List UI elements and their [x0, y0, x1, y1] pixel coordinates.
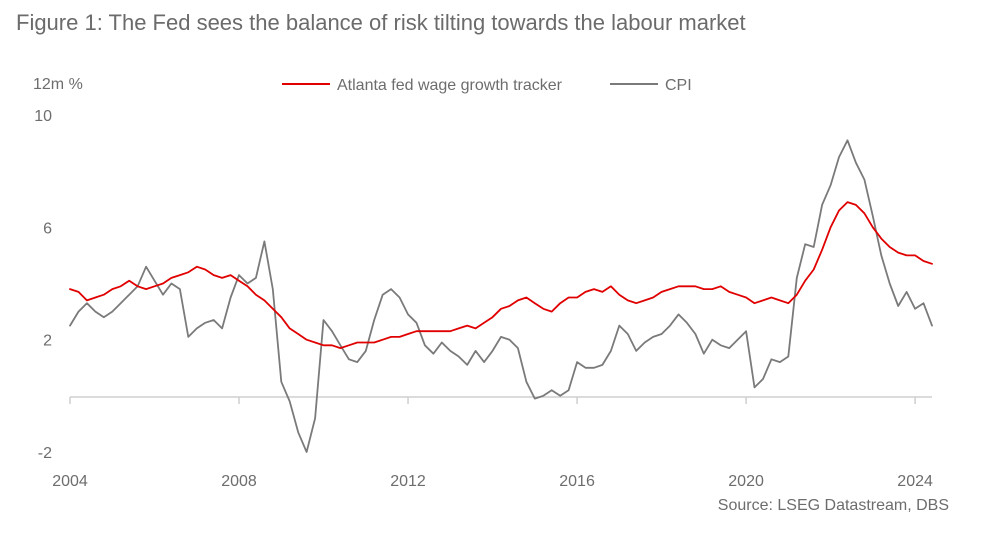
x-tick-label: 2008	[221, 473, 257, 490]
x-tick-label: 2024	[897, 473, 933, 490]
y-tick-label: 2	[43, 333, 52, 350]
y-axis-ticks: -2 2 6 10	[34, 108, 52, 462]
series-layer	[69, 139, 933, 453]
x-axis: 2004 2008 2012 2016 2020 2024	[52, 396, 933, 490]
y-tick-label: 10	[34, 108, 52, 125]
y-tick-label: -2	[38, 445, 52, 462]
chart-title: Figure 1: The Fed sees the balance of ri…	[16, 10, 746, 35]
x-tick-label: 2020	[728, 473, 764, 490]
series-line-wage	[69, 201, 933, 349]
series-line-cpi	[69, 139, 933, 453]
x-tick-label: 2012	[390, 473, 426, 490]
x-tick-label: 2016	[559, 473, 595, 490]
legend: Atlanta fed wage growth tracker CPI	[282, 77, 692, 94]
y-tick-label: 6	[43, 220, 52, 237]
y-axis-unit-label: 12m %	[33, 76, 83, 93]
x-tick-label: 2004	[52, 473, 88, 490]
legend-cpi-label: CPI	[665, 77, 692, 94]
source-note: Source: LSEG Datastream, DBS	[717, 497, 949, 514]
legend-wage-label: Atlanta fed wage growth tracker	[337, 77, 563, 94]
